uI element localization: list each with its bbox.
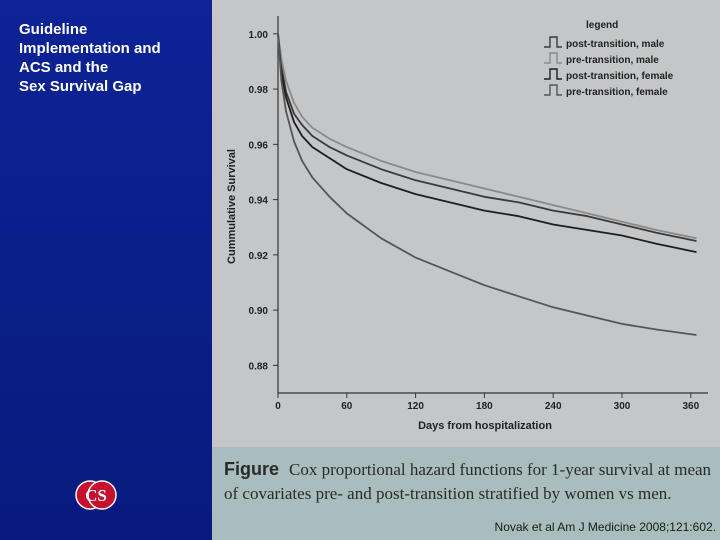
y-tick-label: 0.88 <box>249 361 269 372</box>
slide-title-line: Guideline <box>19 21 88 38</box>
citation: Novak et al Am J Medicine 2008;121:602. <box>494 520 716 534</box>
society-logo-icon: CS <box>75 480 117 510</box>
x-tick-label: 120 <box>407 401 424 412</box>
series-line-3 <box>277 33 697 336</box>
x-tick-label: 0 <box>275 401 281 412</box>
figure-caption-text: Cox proportional hazard functions for 1-… <box>224 460 712 503</box>
x-tick-label: 180 <box>476 401 493 412</box>
y-tick-label: 0.96 <box>249 140 269 151</box>
chart-axes: 0.88 0.90 0.92 0.94 0.96 0.98 1.00 0 60 120 180 240… <box>226 16 708 432</box>
series-line-0 <box>277 33 697 242</box>
y-tick-label: 1.00 <box>249 30 269 41</box>
series-line-2 <box>277 33 697 253</box>
y-tick-label: 0.90 <box>249 306 269 317</box>
figure-scan: 0.88 0.90 0.92 0.94 0.96 0.98 1.00 0 60 120 180 240… <box>212 0 720 540</box>
series-layer <box>277 33 697 336</box>
legend-swatch <box>544 84 562 96</box>
chart-background <box>212 0 720 447</box>
y-tick-label: 0.94 <box>249 196 269 207</box>
legend-title: legend <box>586 20 618 31</box>
legend-swatch <box>544 36 562 48</box>
slide-title-line: ACS and the <box>19 59 109 76</box>
x-tick-label: 360 <box>682 401 699 412</box>
x-tick-label: 240 <box>545 401 562 412</box>
x-axis-label: Days from hospitalization <box>418 420 552 432</box>
slide-title: Guideline Implementation and ACS and the… <box>19 20 209 96</box>
legend-entry: pre-transition, female <box>566 87 668 98</box>
figure-label: Figure <box>224 459 280 479</box>
y-axis-label: Cummulative Survival <box>226 149 238 264</box>
slide-sidebar: Guideline Implementation and ACS and the… <box>0 0 212 540</box>
slide-title-line: Sex Survival Gap <box>19 78 142 95</box>
survival-chart: 0.88 0.90 0.92 0.94 0.96 0.98 1.00 0 60 120 180 240… <box>212 0 720 447</box>
figure-caption-box: Figure Cox proportional hazard functions … <box>212 447 720 540</box>
y-tick-label: 0.98 <box>249 85 269 96</box>
legend-swatch <box>544 68 562 80</box>
legend-entry: post-transition, female <box>566 71 674 82</box>
logo-text: CS <box>85 486 107 505</box>
y-tick-label: 0.92 <box>249 251 269 262</box>
legend-entry: pre-transition, male <box>566 55 659 66</box>
series-line-1 <box>277 33 697 240</box>
x-tick-label: 300 <box>614 401 631 412</box>
legend-entry: post-transition, male <box>566 39 665 50</box>
slide-title-line: Implementation and <box>19 40 161 57</box>
figure-caption: Figure Cox proportional hazard functions … <box>224 457 716 506</box>
legend-swatch <box>544 52 562 64</box>
x-tick-label: 60 <box>341 401 353 412</box>
chart-legend: legend post-transition, male pre-transitio… <box>544 20 674 98</box>
